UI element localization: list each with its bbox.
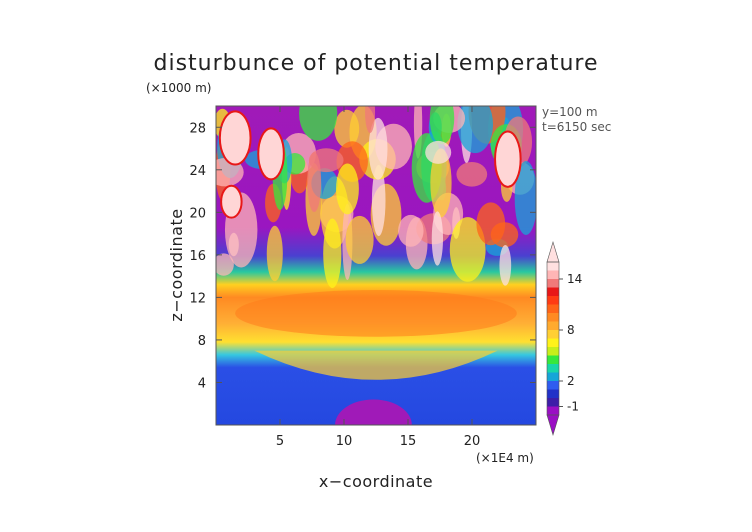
x-tick-label: 10	[336, 434, 353, 449]
plume-mark	[476, 202, 506, 246]
plume-mark	[266, 225, 283, 282]
plume-mark	[334, 109, 360, 148]
colorbar-swatch	[547, 279, 559, 288]
y-axis: 4 8 12 16 20 24 28	[189, 121, 536, 391]
x-tick-label: 15	[400, 434, 417, 449]
colorbar-swatch	[547, 381, 559, 390]
x-unit-label: (×1E4 m)	[476, 451, 534, 465]
plume-mark	[368, 117, 388, 180]
colorbar-swatch	[547, 347, 559, 356]
plume-mark	[216, 253, 234, 276]
plume-mark	[449, 217, 486, 282]
plume-mark	[456, 161, 488, 187]
colorbar-swatch	[547, 372, 559, 381]
colorbar-swatch	[547, 406, 559, 415]
colorbar-swatch	[547, 355, 559, 364]
warm-blob	[257, 127, 285, 181]
plume-mark	[398, 214, 424, 247]
plume-mark	[345, 215, 374, 264]
y-tick-label: 12	[189, 291, 206, 306]
colorbar-swatch	[547, 287, 559, 296]
colorbar-swatch	[547, 389, 559, 398]
plume-mark	[371, 164, 386, 237]
y-tick-label: 20	[189, 206, 206, 221]
colorbar-top-arrow	[546, 240, 560, 263]
y-tick-label: 16	[189, 249, 206, 264]
colorbar-swatch	[547, 330, 559, 339]
plume-mark	[323, 218, 342, 289]
y-tick-label: 4	[198, 376, 206, 391]
plume-mark	[457, 106, 493, 154]
colorbar-swatch	[547, 321, 559, 330]
warm-blob	[218, 110, 252, 166]
y-tick-label: 24	[189, 164, 206, 179]
y-tick-label: 8	[198, 334, 206, 349]
x-axis-label: x−coordinate	[319, 472, 433, 491]
x-axis: 5 10 15 20	[276, 106, 480, 449]
colorbar-tick-label: 8	[567, 323, 575, 337]
warm-layer-core	[235, 289, 517, 337]
cold-dome	[335, 399, 412, 425]
warm-blob	[494, 130, 522, 188]
colorbar-swatch	[547, 313, 559, 322]
plume-mark	[308, 148, 344, 173]
plume-mark	[499, 244, 512, 286]
y-unit-label: (×1000 m)	[146, 81, 211, 95]
plume-mark	[514, 160, 536, 235]
x-tick-label: 20	[464, 434, 481, 449]
colorbar-swatch	[547, 296, 559, 305]
plume-mark	[335, 163, 359, 215]
colorbar-tick-label: 14	[567, 272, 582, 286]
colorbar-swatch	[547, 398, 559, 407]
y-tick-label: 28	[189, 121, 206, 136]
plume-mark	[365, 106, 376, 134]
y-axis-label: z−coordinate	[167, 208, 186, 321]
plume-mark	[431, 211, 444, 266]
plume-mark	[425, 140, 452, 164]
chart-title: disturbunce of potential temperature	[154, 51, 599, 76]
colorbar-swatch	[547, 304, 559, 313]
annotation-t: t=6150 sec	[542, 120, 611, 134]
plume-mark	[429, 106, 455, 145]
colorbar-swatch	[547, 262, 559, 271]
colorbar-tick-label: -1	[567, 400, 579, 414]
colorbar-tick-label: 2	[567, 374, 575, 388]
colorbar: -1 2 8 14	[546, 240, 582, 437]
plume-mark	[299, 106, 338, 141]
colorbar-swatch	[547, 364, 559, 373]
plume-mark	[430, 148, 452, 218]
annotation-y: y=100 m	[542, 105, 598, 119]
colorbar-frame	[546, 261, 560, 416]
x-tick-label: 5	[276, 434, 284, 449]
colorbar-swatch	[547, 338, 559, 347]
warm-wedge	[254, 350, 498, 380]
colorbar-swatch	[547, 270, 559, 279]
plot-area	[216, 106, 536, 425]
warm-blob	[220, 184, 243, 219]
colorbar-bottom-arrow	[546, 414, 560, 437]
field-marks	[216, 106, 536, 425]
plot-frame	[215, 105, 537, 426]
